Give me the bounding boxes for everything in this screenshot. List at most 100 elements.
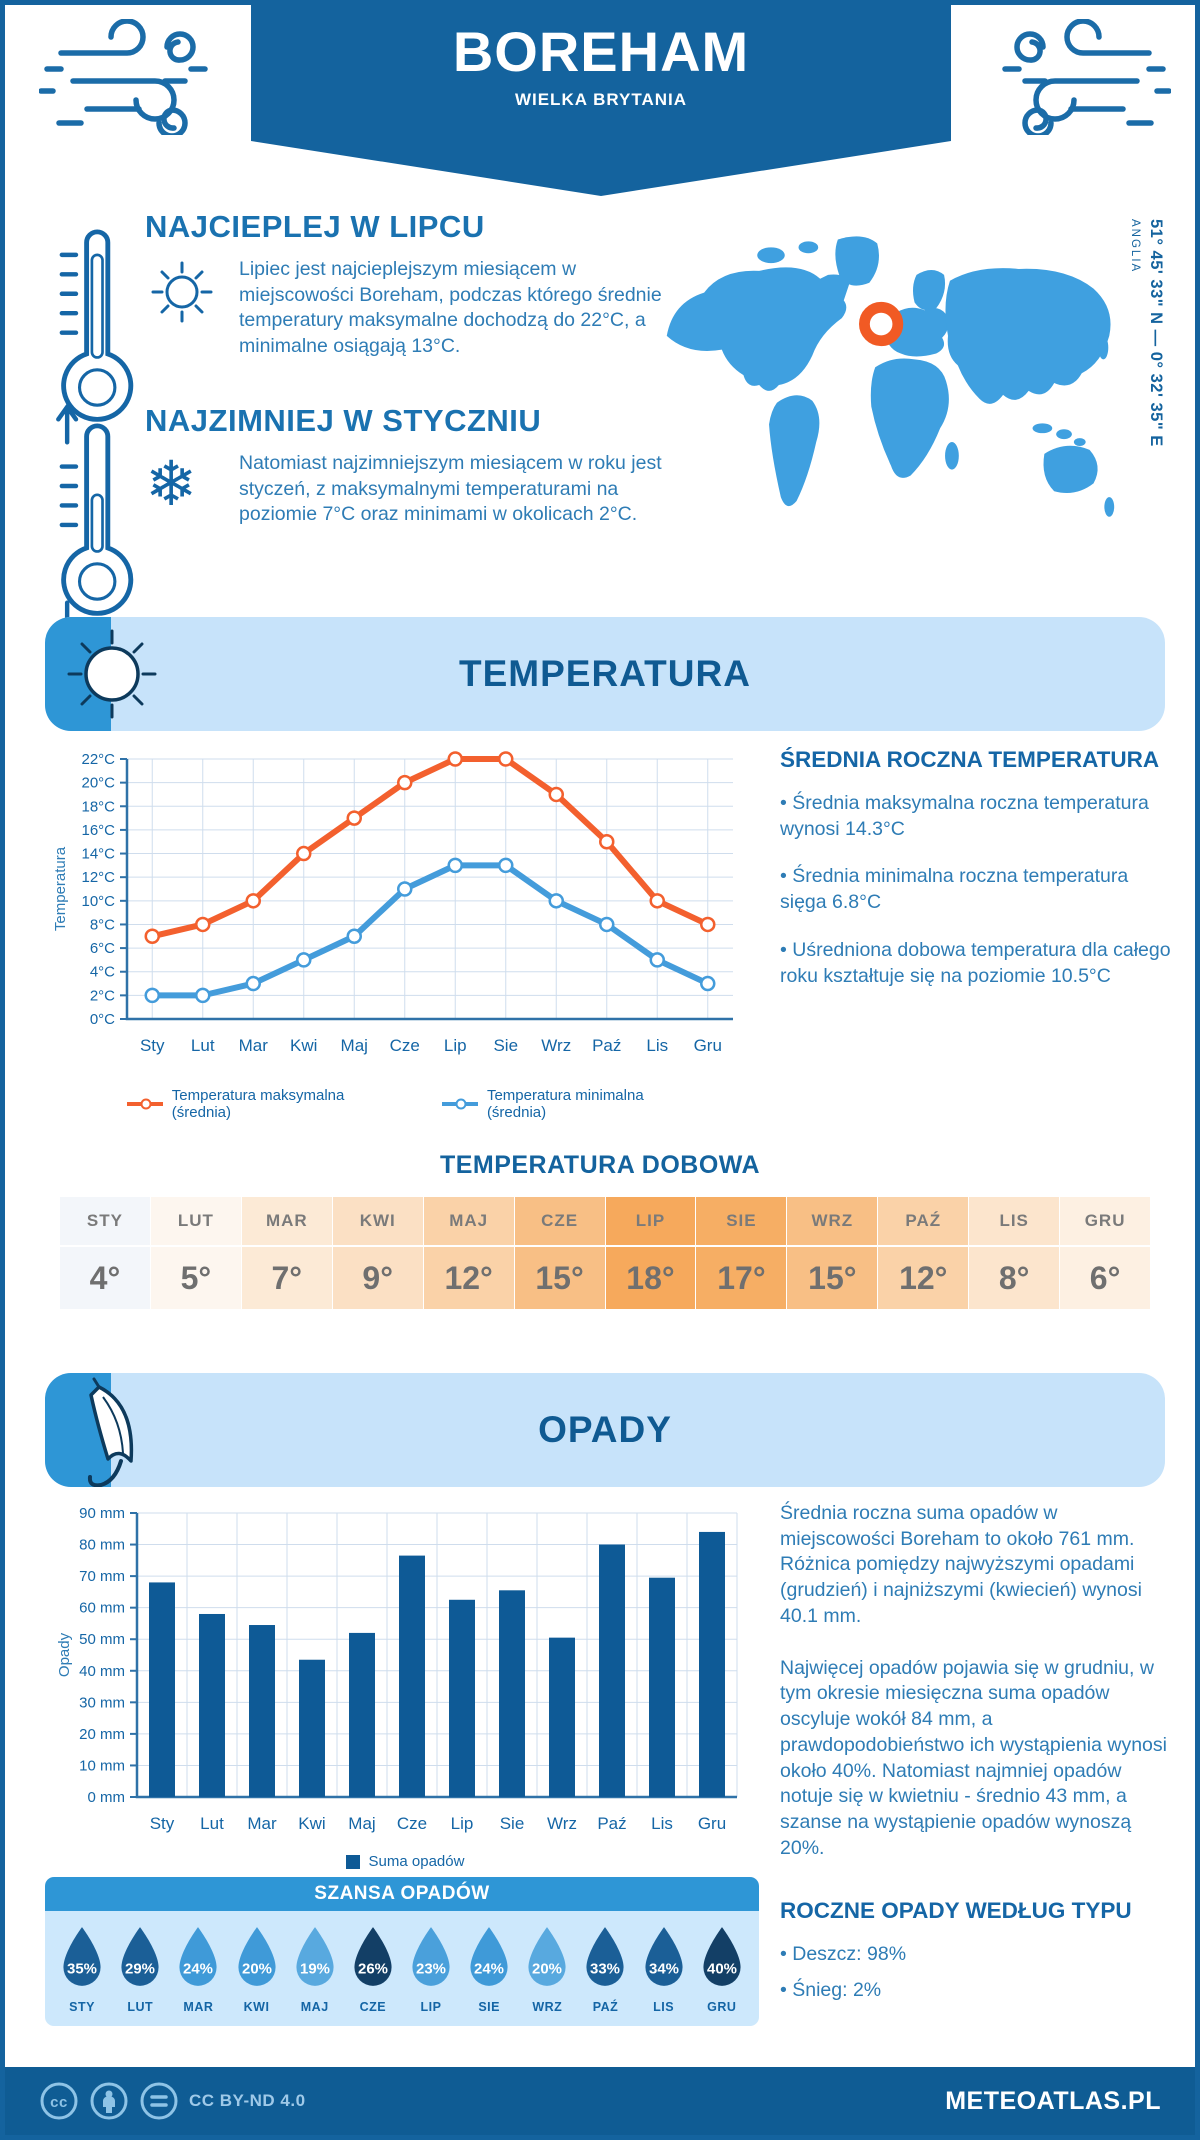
warmest-heading: NAJCIEPLEJ W LIPCU: [145, 209, 485, 244]
daily-temperature-value: 6°: [1089, 1260, 1121, 1296]
svg-text:8°C: 8°C: [90, 916, 115, 933]
page-title: BOREHAM: [452, 20, 750, 83]
svg-text:22°C: 22°C: [81, 751, 115, 768]
snowflake-icon: ❄: [145, 447, 197, 520]
svg-text:29%: 29%: [125, 1960, 155, 1977]
svg-text:40%: 40%: [707, 1960, 737, 1977]
daily-month-label: LIP: [605, 1197, 696, 1247]
daily-month-label: MAR: [241, 1197, 332, 1247]
warmest-text: Lipiec jest najcieplejszym miesiącem w m…: [239, 258, 662, 358]
svg-text:Sty: Sty: [140, 1036, 165, 1055]
license-label: CC BY-ND 4.0: [189, 2091, 306, 2110]
raindrop-icon: 35%: [63, 1927, 101, 1986]
svg-text:Cze: Cze: [397, 1814, 427, 1833]
precip-chance-item: 20% KWI: [230, 1925, 284, 2014]
daily-month-column: MAR 7°: [241, 1197, 333, 1309]
raindrop-icon: 24%: [470, 1927, 508, 1986]
precipitation-by-type-block: ROCZNE OPADY WEDŁUG TYPU • Deszcz: 98% • …: [780, 1898, 1172, 2013]
precipitation-chance-heading: SZANSA OPADÓW: [45, 1877, 759, 1911]
precip-chance-item: 34% LIS: [637, 1925, 691, 2014]
raindrop-icon: 20%: [528, 1927, 566, 1986]
svg-text:18°C: 18°C: [81, 798, 115, 815]
chance-month-label: MAJ: [300, 2000, 329, 2014]
cc-nd-icon: [140, 2082, 178, 2120]
svg-text:40 mm: 40 mm: [79, 1663, 125, 1680]
legend-label: Temperatura maksymalna (średnia): [171, 1087, 345, 1121]
chance-month-label: LIS: [653, 2000, 675, 2014]
svg-text:Gru: Gru: [694, 1036, 722, 1055]
wind-icon: [39, 19, 208, 135]
cc-by-icon: [90, 2082, 128, 2120]
svg-text:80 mm: 80 mm: [79, 1537, 125, 1554]
svg-text:Lis: Lis: [646, 1036, 668, 1055]
precipitation-summary: Średnia roczna suma opadów w miejscowośc…: [780, 1501, 1172, 1888]
svg-text:Mar: Mar: [239, 1036, 269, 1055]
legend-label: Suma opadów: [368, 1853, 465, 1870]
legend-square-swatch: [345, 1854, 360, 1869]
svg-text:Lis: Lis: [651, 1814, 673, 1833]
precipitation-paragraph: Średnia roczna suma opadów w miejscowośc…: [780, 1502, 1142, 1627]
svg-text:Kwi: Kwi: [290, 1036, 317, 1055]
daily-month-label: MAJ: [423, 1197, 514, 1247]
coldest-text: Natomiast najzimniejszym miesiącem w rok…: [239, 452, 662, 526]
chance-month-label: KWI: [243, 2000, 270, 2014]
chance-month-label: PAŹ: [592, 2000, 619, 2014]
precip-chance-item: 20% WRZ: [520, 1925, 574, 2014]
daily-temperature-value: 18°: [626, 1260, 675, 1296]
warmest-month-block: NAJCIEPLEJ W LIPCU Lipiec jest najcieple…: [53, 209, 663, 459]
raindrop-icon: 33%: [586, 1927, 625, 1986]
daily-month-label: PAŹ: [878, 1197, 969, 1247]
daily-temperature-value: 8°: [998, 1260, 1030, 1296]
annual-temperature-heading: ŚREDNIA ROCZNA TEMPERATURA: [780, 747, 1160, 772]
thermometer-up-icon: [56, 229, 134, 445]
chance-month-label: SIE: [478, 2000, 500, 2014]
precipitation-chart: 0 mm 10 mm 20 mm 30 mm 40 mm 50 mm 60 mm 70 mm 8…: [49, 1497, 749, 1854]
svg-text:34%: 34%: [649, 1960, 679, 1977]
svg-text:Lip: Lip: [444, 1036, 467, 1055]
chance-month-label: GRU: [707, 2000, 737, 2014]
svg-text:Lut: Lut: [200, 1814, 224, 1833]
svg-text:Sty: Sty: [150, 1814, 175, 1833]
world-map: [666, 236, 1115, 517]
chance-month-label: LUT: [127, 2000, 154, 2014]
annual-temperature-bullet: • Średnia minimalna roczna temperatura s…: [780, 865, 1129, 914]
svg-text:14°C: 14°C: [81, 846, 115, 863]
legend-item: Temperatura minimalna (średnia): [440, 1087, 685, 1121]
cc-icon: cc: [40, 2082, 78, 2120]
svg-text:Paź: Paź: [597, 1814, 626, 1833]
raindrop-icon: 23%: [412, 1927, 450, 1986]
legend-item: Suma opadów: [345, 1853, 465, 1870]
legend-label: Temperatura minimalna (średnia): [486, 1087, 644, 1121]
precip-chance-item: 23% LIP: [404, 1925, 458, 2014]
svg-text:16°C: 16°C: [81, 822, 115, 839]
svg-text:Cze: Cze: [390, 1036, 420, 1055]
svg-text:Kwi: Kwi: [298, 1814, 325, 1833]
svg-text:20%: 20%: [242, 1960, 272, 1977]
svg-text:24%: 24%: [183, 1960, 213, 1977]
svg-text:30 mm: 30 mm: [79, 1694, 125, 1711]
daily-month-column: STY 4°: [60, 1197, 151, 1309]
svg-text:19%: 19%: [300, 1960, 330, 1977]
legend-item: Temperatura maksymalna (średnia): [125, 1087, 384, 1121]
svg-text:33%: 33%: [591, 1960, 621, 1977]
coldest-heading: NAJZIMNIEJ W STYCZNIU: [145, 403, 542, 438]
precipitation-section-banner: OPADY: [45, 1373, 1165, 1487]
thermometer-down-icon: [56, 423, 134, 642]
svg-text:23%: 23%: [416, 1960, 446, 1977]
svg-text:20%: 20%: [532, 1960, 562, 1977]
svg-text:Lut: Lut: [191, 1036, 215, 1055]
svg-text:20 mm: 20 mm: [79, 1726, 125, 1743]
precip-chance-item: 40% GRU: [695, 1925, 749, 2014]
coordinates-block: ANGLIA 51° 45' 33" N — 0° 32' 35" E: [1129, 219, 1165, 447]
daily-temperature-value: 15°: [535, 1260, 584, 1296]
svg-text:26%: 26%: [358, 1960, 388, 1977]
raindrop-icon: 20%: [237, 1927, 276, 1986]
daily-month-column: GRU 6°: [1060, 1197, 1151, 1309]
annual-temperature-bullet: • Średnia maksymalna roczna temperatura …: [780, 792, 1149, 840]
svg-text:4°C: 4°C: [90, 964, 115, 981]
daily-month-column: PAŹ 12°: [878, 1197, 970, 1309]
header-banner: BOREHAM WIELKA BRYTANIA: [251, 5, 951, 141]
svg-text:Wrz: Wrz: [547, 1814, 577, 1833]
daily-temperature-value: 5°: [180, 1260, 212, 1296]
